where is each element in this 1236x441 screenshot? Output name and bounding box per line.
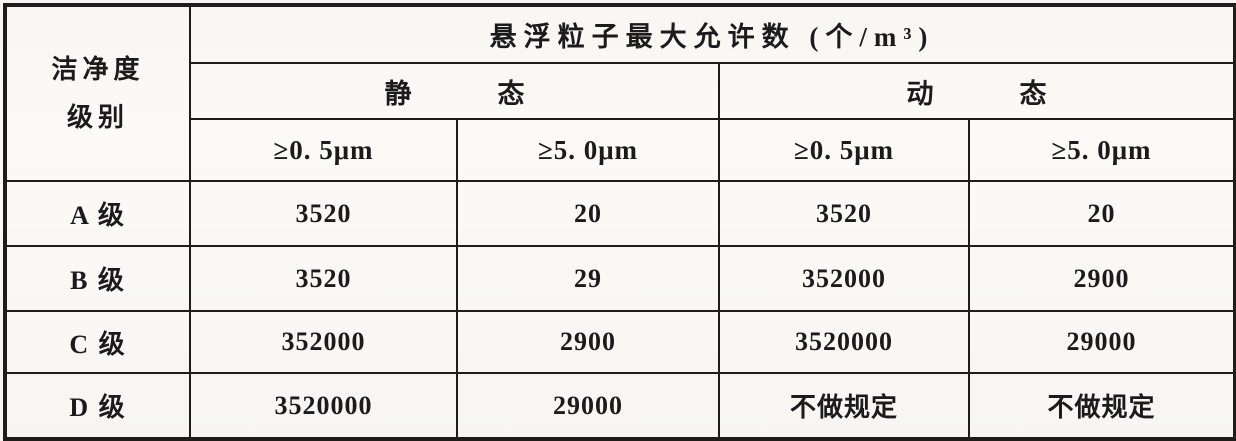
condition-static-char2: 态 <box>497 78 525 109</box>
header-row-main: 洁净度 级别 悬浮粒子最大允许数 (个/m³) <box>4 4 1236 182</box>
row-a-static-ge0_5-value: 3520 <box>189 180 458 247</box>
header-row-condition: 静 态 动 态 <box>5 62 1236 120</box>
condition-dynamic-char1: 动 <box>906 78 934 109</box>
size-header-static-ge5_0um: ≥5. 0μm <box>456 118 720 182</box>
row-a-static-ge5_0-value: 20 <box>456 180 720 247</box>
corner-header-line2: 级别 <box>66 102 129 132</box>
row-d-static-ge0_5-value: 3520000 <box>189 372 458 440</box>
cleanliness-class-particle-table: 洁净度 级别 悬浮粒子最大允许数 (个/m³) 静 态 动 态 <box>3 3 1236 441</box>
size-header-dynamic-ge0_5um: ≥0. 5μm <box>718 118 970 182</box>
condition-dynamic-char2: 态 <box>1019 78 1047 109</box>
table-row-grade-d: D 级 3520000 29000 不做规定 不做规定 <box>4 372 1236 440</box>
main-header-text: 悬浮粒子最大允许数 (个/m³) <box>489 22 935 52</box>
row-b-static-ge0_5-value: 3520 <box>189 245 458 312</box>
size-header-dynamic-ge5_0um: ≥5. 0μm <box>967 118 1236 182</box>
table-row-grade-b: B 级 3520 29 352000 2900 <box>4 245 1236 312</box>
corner-header-line1: 洁净度 <box>51 54 145 84</box>
row-d-static-ge5_0-value: 29000 <box>456 372 720 440</box>
row-d-label: D 级 <box>4 372 191 440</box>
row-a-dynamic-ge5_0-value: 20 <box>967 180 1236 247</box>
row-c-dynamic-ge0_5-value: 3520000 <box>718 310 970 374</box>
row-c-static-ge5_0-value: 2900 <box>456 310 720 374</box>
condition-header-static: 静 态 <box>189 62 720 120</box>
main-header-max-particles: 悬浮粒子最大允许数 (个/m³) <box>188 4 1236 64</box>
row-c-static-ge0_5-value: 352000 <box>189 310 458 374</box>
row-c-label: C 级 <box>4 310 191 374</box>
row-c-dynamic-ge5_0-value: 29000 <box>967 310 1236 374</box>
header-row-particle-size: ≥0. 5μm ≥5. 0μm ≥0. 5μm ≥5. 0μm <box>5 118 1236 182</box>
corner-header-cleanliness-class: 洁净度 级别 <box>4 4 191 182</box>
table-row-grade-c: C 级 352000 2900 3520000 29000 <box>4 310 1236 374</box>
row-b-label: B 级 <box>4 245 191 312</box>
row-a-label: A 级 <box>4 180 191 247</box>
table-row-grade-a: A 级 3520 20 3520 20 <box>4 180 1236 247</box>
size-header-static-ge0_5um: ≥0. 5μm <box>189 118 458 182</box>
row-a-dynamic-ge0_5-value: 3520 <box>718 180 970 247</box>
condition-header-dynamic: 动 态 <box>717 62 1236 120</box>
row-b-dynamic-ge5_0-value: 2900 <box>967 245 1236 312</box>
row-d-dynamic-ge0_5-value: 不做规定 <box>718 372 970 440</box>
condition-static-char1: 静 <box>384 78 412 109</box>
row-b-dynamic-ge0_5-value: 352000 <box>718 245 970 312</box>
row-d-dynamic-ge5_0-value: 不做规定 <box>967 372 1236 440</box>
row-b-static-ge5_0-value: 29 <box>456 245 720 312</box>
